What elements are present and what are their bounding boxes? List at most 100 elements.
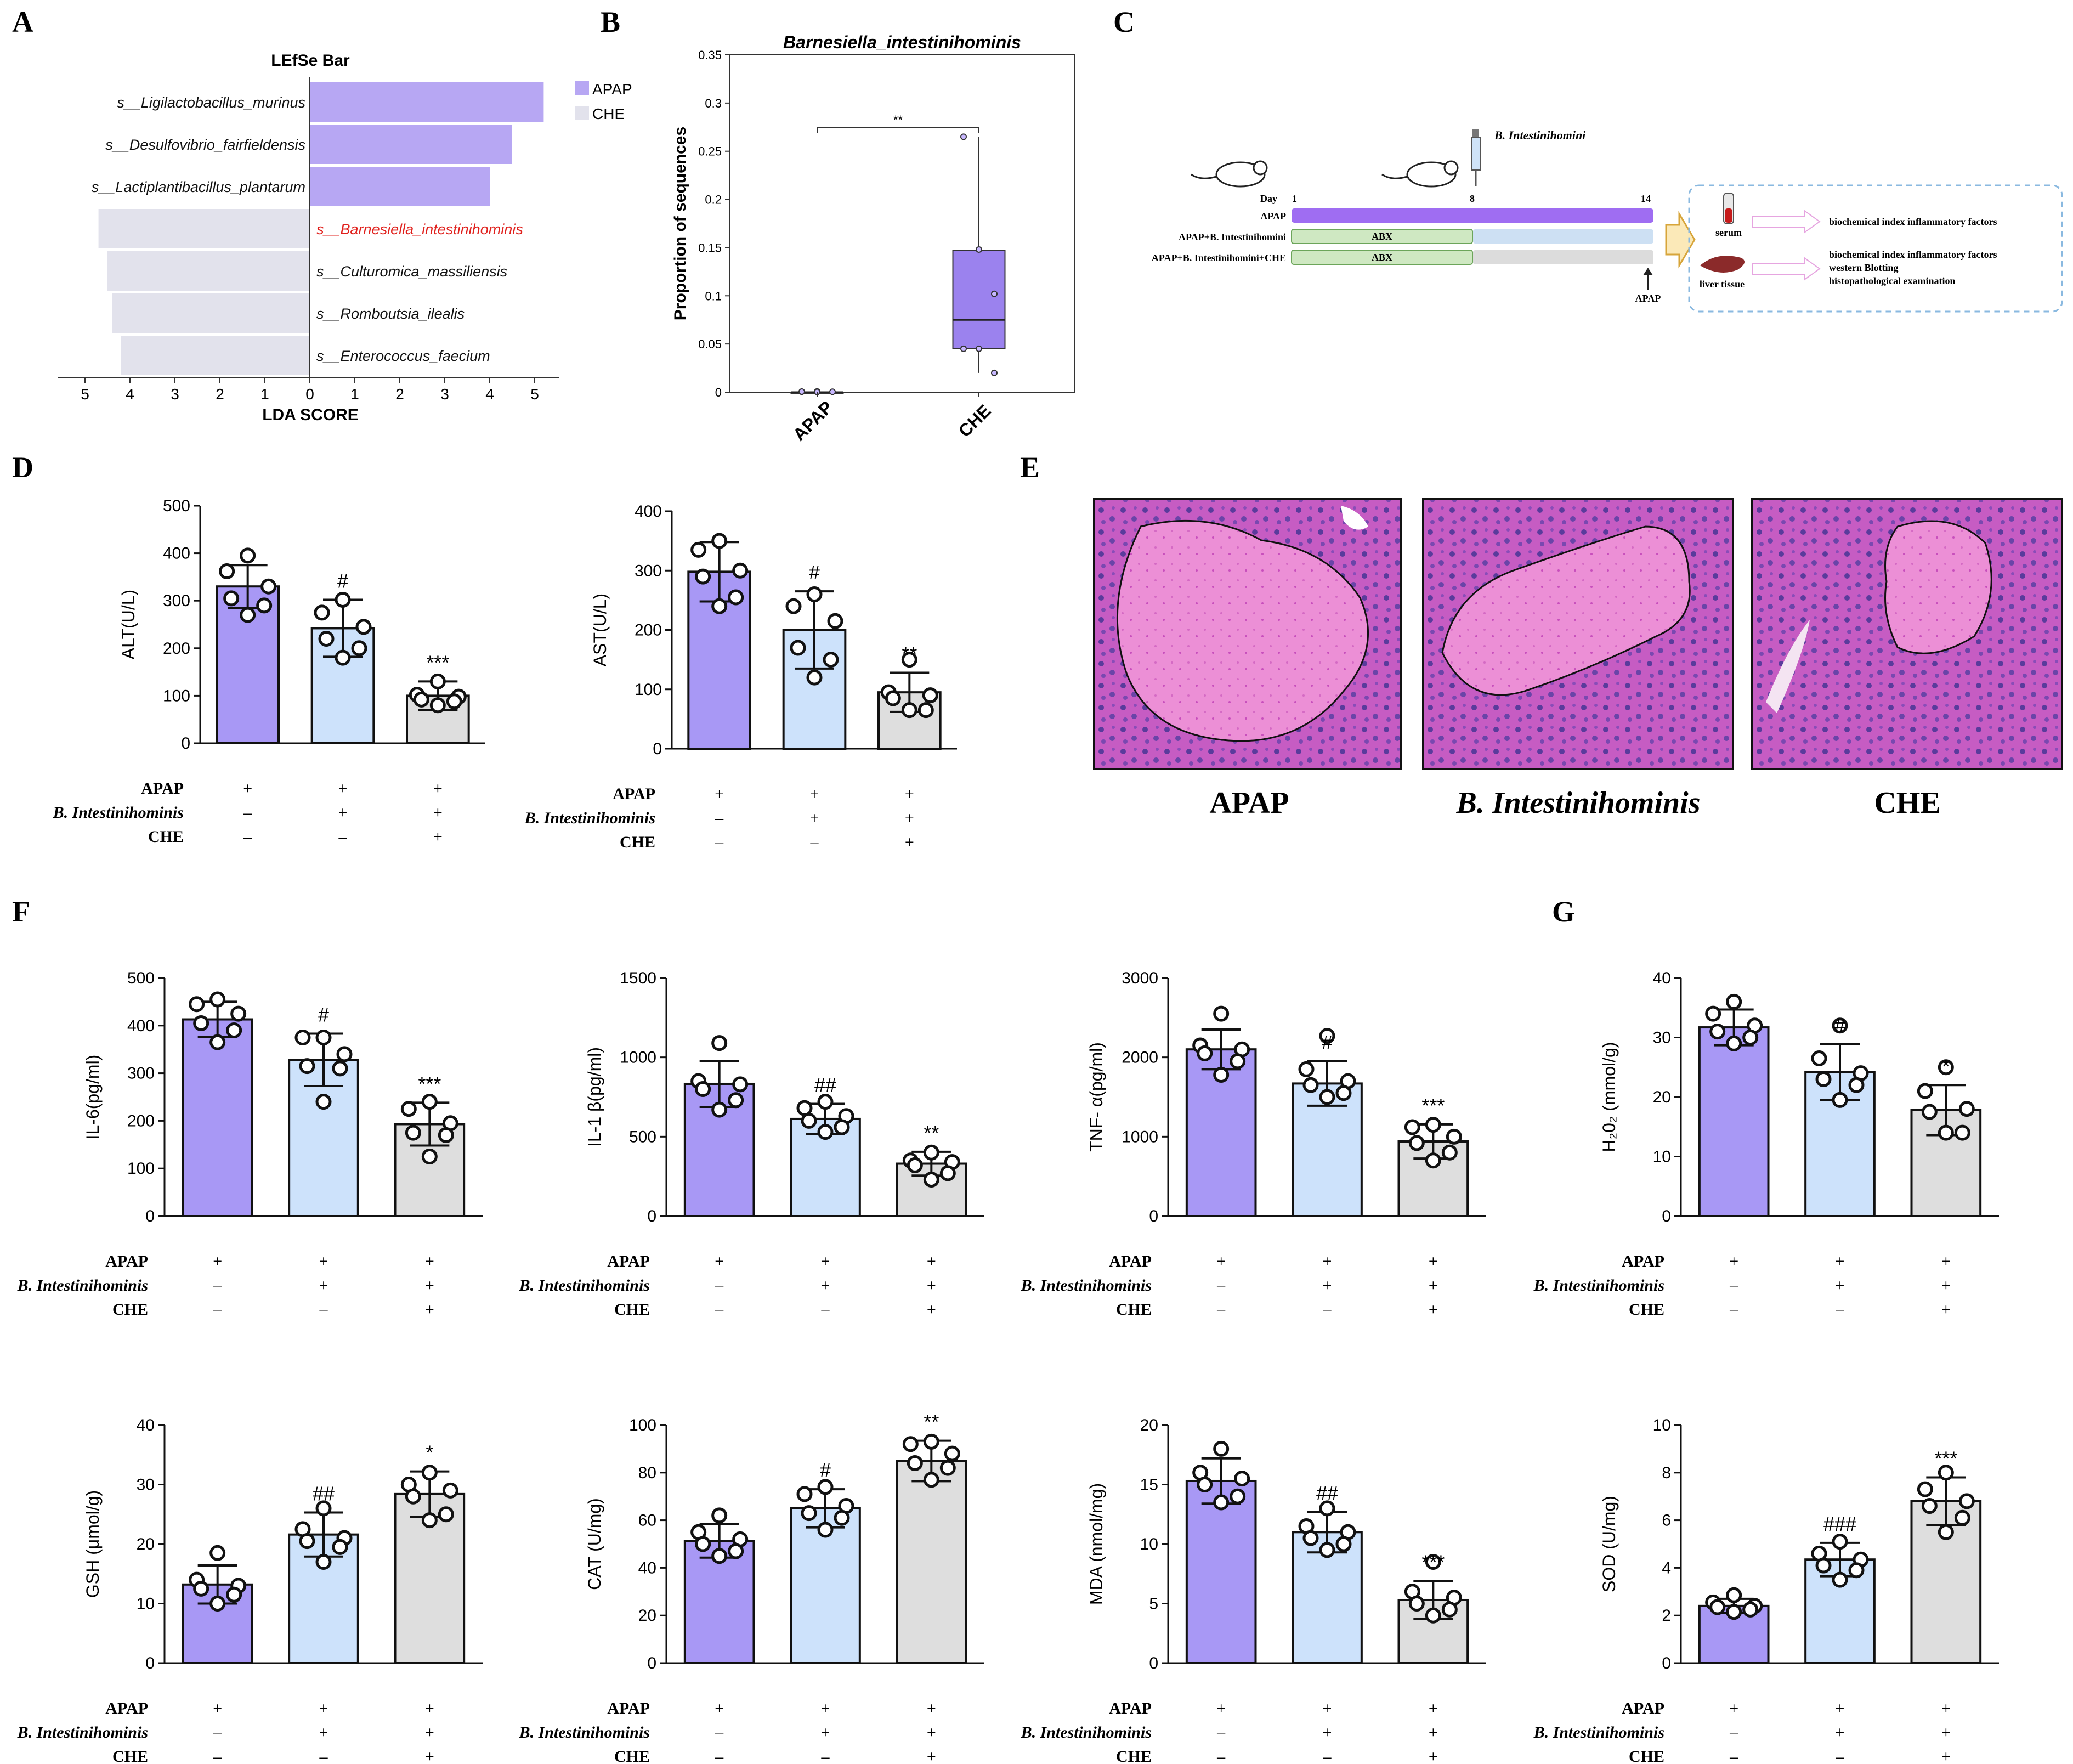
condition-sign: +: [1941, 1252, 1951, 1270]
y-tick-label: 200: [635, 621, 662, 640]
lefse-label: s__Desulfovibrio_fairfieldensis: [105, 137, 305, 153]
significance-label: #: [318, 1004, 329, 1026]
data-point: [1213, 1005, 1230, 1022]
data-point: [695, 1081, 711, 1098]
data-point: [690, 541, 707, 558]
panel-label-f: F: [12, 895, 30, 928]
lefse-tick-label: 0: [305, 386, 314, 403]
condition-label: B. Intestinihominis: [53, 804, 184, 822]
data-point: [922, 687, 938, 704]
y-tick-label: 100: [163, 687, 190, 705]
condition-sign: –: [1729, 1748, 1738, 1764]
timeline-bar-che: [1473, 250, 1653, 264]
data-point: [1917, 1481, 1933, 1497]
condition-sign: +: [927, 1301, 936, 1319]
condition-sign: –: [715, 1276, 724, 1294]
data-point: [332, 1539, 348, 1555]
data-point: [834, 1509, 850, 1526]
data-point: [728, 1543, 744, 1559]
condition-sign: +: [1323, 1723, 1332, 1742]
histology-caption-bint: B. Intestinihominis: [1455, 786, 1700, 820]
lefse-bar: [107, 251, 310, 291]
data-point: [1742, 1030, 1759, 1045]
condition-sign: +: [810, 785, 819, 803]
data-point: [1709, 1024, 1726, 1040]
condition-sign: +: [1941, 1723, 1951, 1742]
data-point: [1404, 1119, 1420, 1135]
day-1: 1: [1292, 193, 1297, 204]
condition-label: B. Intestinihominis: [1021, 1723, 1152, 1742]
data-point: [1335, 1085, 1352, 1101]
data-point: [695, 1536, 711, 1552]
y-axis-label: MDA (nmol/mg): [1086, 1483, 1106, 1605]
condition-sign: –: [213, 1276, 222, 1294]
y-tick-label: 0: [647, 1654, 656, 1672]
data-point: [917, 702, 934, 719]
data-point: [1742, 1601, 1759, 1618]
data-point: [1230, 1488, 1246, 1505]
box-title: Barnesiella_intestinihominis: [783, 32, 1021, 52]
timeline-bar-apap: [1292, 208, 1653, 223]
apap-arrow-label: APAP: [1635, 293, 1661, 304]
data-point: [1917, 1083, 1933, 1099]
data-point: [1446, 1128, 1462, 1145]
y-tick-label: 0: [145, 1207, 155, 1225]
condition-sign: –: [810, 833, 819, 851]
data-point: [413, 691, 429, 708]
condition-sign: +: [1836, 1699, 1845, 1717]
data-point: [219, 563, 235, 580]
condition-sign: –: [715, 1723, 724, 1742]
condition-sign: –: [1836, 1301, 1845, 1319]
box-tick-label: 0.1: [705, 289, 722, 303]
inject-label: B. Intestinihomini: [1494, 128, 1586, 142]
serum-label: serum: [1715, 227, 1742, 238]
y-axis-label: IL-6(pg/ml): [83, 1055, 103, 1140]
data-point: [421, 1512, 438, 1529]
data-point: [442, 1482, 458, 1499]
lefse-tick-label: 3: [171, 386, 179, 403]
condition-sign: +: [927, 1723, 936, 1742]
histology-caption-apap: APAP: [1209, 786, 1289, 820]
significance-label: **: [924, 1122, 939, 1144]
data-point: [1954, 1124, 1970, 1141]
data-point: [801, 1112, 817, 1129]
lefse-tick-label: 4: [485, 386, 494, 403]
condition-label: CHE: [1629, 1301, 1664, 1319]
lefse-tick-label: 3: [440, 386, 449, 403]
liver-outcome-1: biochemical index inflammatory factors: [1829, 249, 1997, 260]
y-tick-label: 20: [638, 1607, 656, 1625]
y-tick-label: 0: [145, 1654, 155, 1672]
lefse-bar: [121, 336, 310, 375]
condition-sign: +: [338, 779, 348, 798]
condition-sign: +: [821, 1723, 830, 1742]
lefse-label: s__Enterococcus_faecium: [316, 348, 490, 364]
data-point: [1408, 1596, 1425, 1612]
condition-sign: –: [1323, 1748, 1332, 1764]
condition-label: APAP: [1622, 1252, 1664, 1270]
condition-label: CHE: [1629, 1748, 1664, 1764]
data-point: [1832, 1017, 1848, 1034]
condition-sign: +: [425, 1723, 434, 1742]
condition-sign: +: [1729, 1252, 1738, 1270]
condition-label: B. Intestinihominis: [1533, 1723, 1664, 1742]
condition-sign: +: [319, 1723, 328, 1742]
data-point: [901, 652, 917, 668]
y-tick-label: 4: [1662, 1559, 1671, 1577]
box-tick-label: 0.3: [705, 97, 722, 110]
data-point: [1832, 1571, 1848, 1588]
timeline-bar-abx-2: [1291, 250, 1473, 265]
data-point: [189, 996, 205, 1013]
data-point: [796, 1100, 813, 1116]
data-point: [1938, 1059, 1954, 1076]
data-point: [209, 1034, 226, 1050]
lefse-bar: [310, 167, 490, 206]
syringe-icon: [1471, 129, 1481, 186]
pink-arrow-icon: [1752, 257, 1821, 281]
y-tick-label: 20: [1653, 1088, 1671, 1106]
data-point: [944, 1445, 960, 1462]
data-point: [711, 598, 728, 614]
lefse-tick-label: 5: [81, 386, 89, 403]
data-point: [801, 1505, 817, 1522]
data-point: [405, 1124, 421, 1141]
lefse-legend-che: CHE: [592, 105, 625, 122]
